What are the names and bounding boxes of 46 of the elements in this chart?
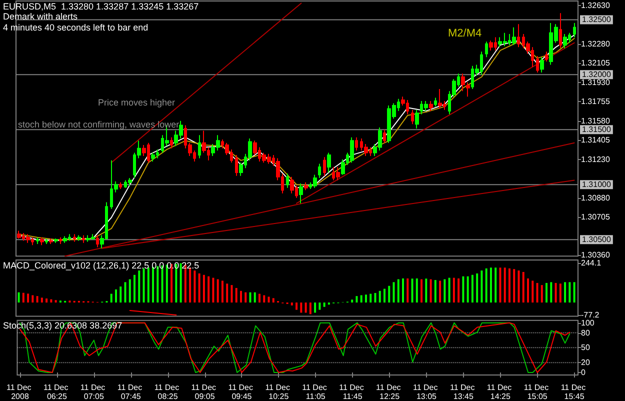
x-tick-label: 11 Dec 07:05: [80, 383, 108, 401]
ref-line-label: 1.32000: [582, 70, 612, 80]
y-tick-label: 80: [581, 328, 590, 338]
annotation: Demark with alerts: [3, 12, 78, 22]
y-tick-label: 1.30705: [581, 212, 610, 222]
x-tick-label: 11 Dec 07:45: [117, 383, 144, 401]
chart-title: EURUSD,M5 1.33280 1.33287 1.33245 1.33267: [3, 2, 199, 12]
y-tick-label: 1.31580: [581, 116, 610, 126]
y-tick-label: 1.31755: [581, 97, 610, 106]
y-tick-label: 1.31405: [581, 136, 610, 145]
x-tick-label: 11 Dec 06:25: [43, 383, 70, 401]
annotation: M2/M4: [448, 28, 482, 40]
ref-line-label: 1.32500: [582, 15, 612, 24]
y-tick-label: 1.31230: [581, 154, 610, 164]
y-tick-label: 1.30360: [581, 250, 610, 260]
y-tick-label: -77.2: [581, 310, 600, 320]
x-tick-label: 11 Dec 09:45: [228, 383, 256, 401]
y-tick-label: 1.30880: [581, 193, 610, 202]
ref-line-label: 1.30500: [582, 235, 612, 244]
y-tick-label: 100: [581, 318, 595, 328]
y-tick-label: 244.1: [581, 258, 602, 268]
y-tick-label: 1.31930: [581, 78, 610, 87]
x-tick-label: 11 Dec 08:25: [154, 383, 182, 401]
x-tick-label: 11 Dec 15:45: [560, 383, 588, 401]
annotation: 4 minutes 40 seconds left to bar end: [3, 22, 148, 32]
annotation: stoch below not confirming, waves lower: [18, 120, 180, 130]
y-tick-label: 1.32630: [581, 0, 610, 10]
x-tick-label: 11 Dec 10:25: [265, 383, 292, 401]
y-tick-label: 20: [581, 358, 590, 368]
y-tick-label: 50: [581, 343, 590, 352]
ref-line-label: 1.31500: [582, 125, 612, 134]
x-tick-label: 11 Dec 09:05: [191, 383, 218, 401]
y-tick-label: 1.32280: [581, 39, 610, 48]
y-tick-label: 0: [581, 368, 586, 378]
x-tick-label: 11 Dec 14:25: [486, 383, 514, 401]
x-tick-label: 11 Dec 11:05: [302, 383, 330, 401]
x-tick-label: 11 Dec 13:05: [413, 383, 440, 401]
x-tick-label: 11 Dec 12:25: [376, 383, 404, 401]
x-tick-label: 11 Dec 11:45: [339, 383, 366, 401]
chart-title: MACD_Colored_v102 (12,26,1) 22.5 0.0 0.0 22.5: [3, 260, 200, 270]
annotation: Price moves higher: [98, 98, 176, 108]
x-tick-label: 11 Dec 13:45: [450, 383, 477, 401]
ref-line-label: 1.31000: [582, 180, 612, 190]
y-tick-label: 1.32105: [581, 58, 610, 68]
x-tick-label: 11 Dec 15:05: [524, 383, 551, 401]
x-tick-label: 11 Dec 2008: [6, 383, 34, 401]
